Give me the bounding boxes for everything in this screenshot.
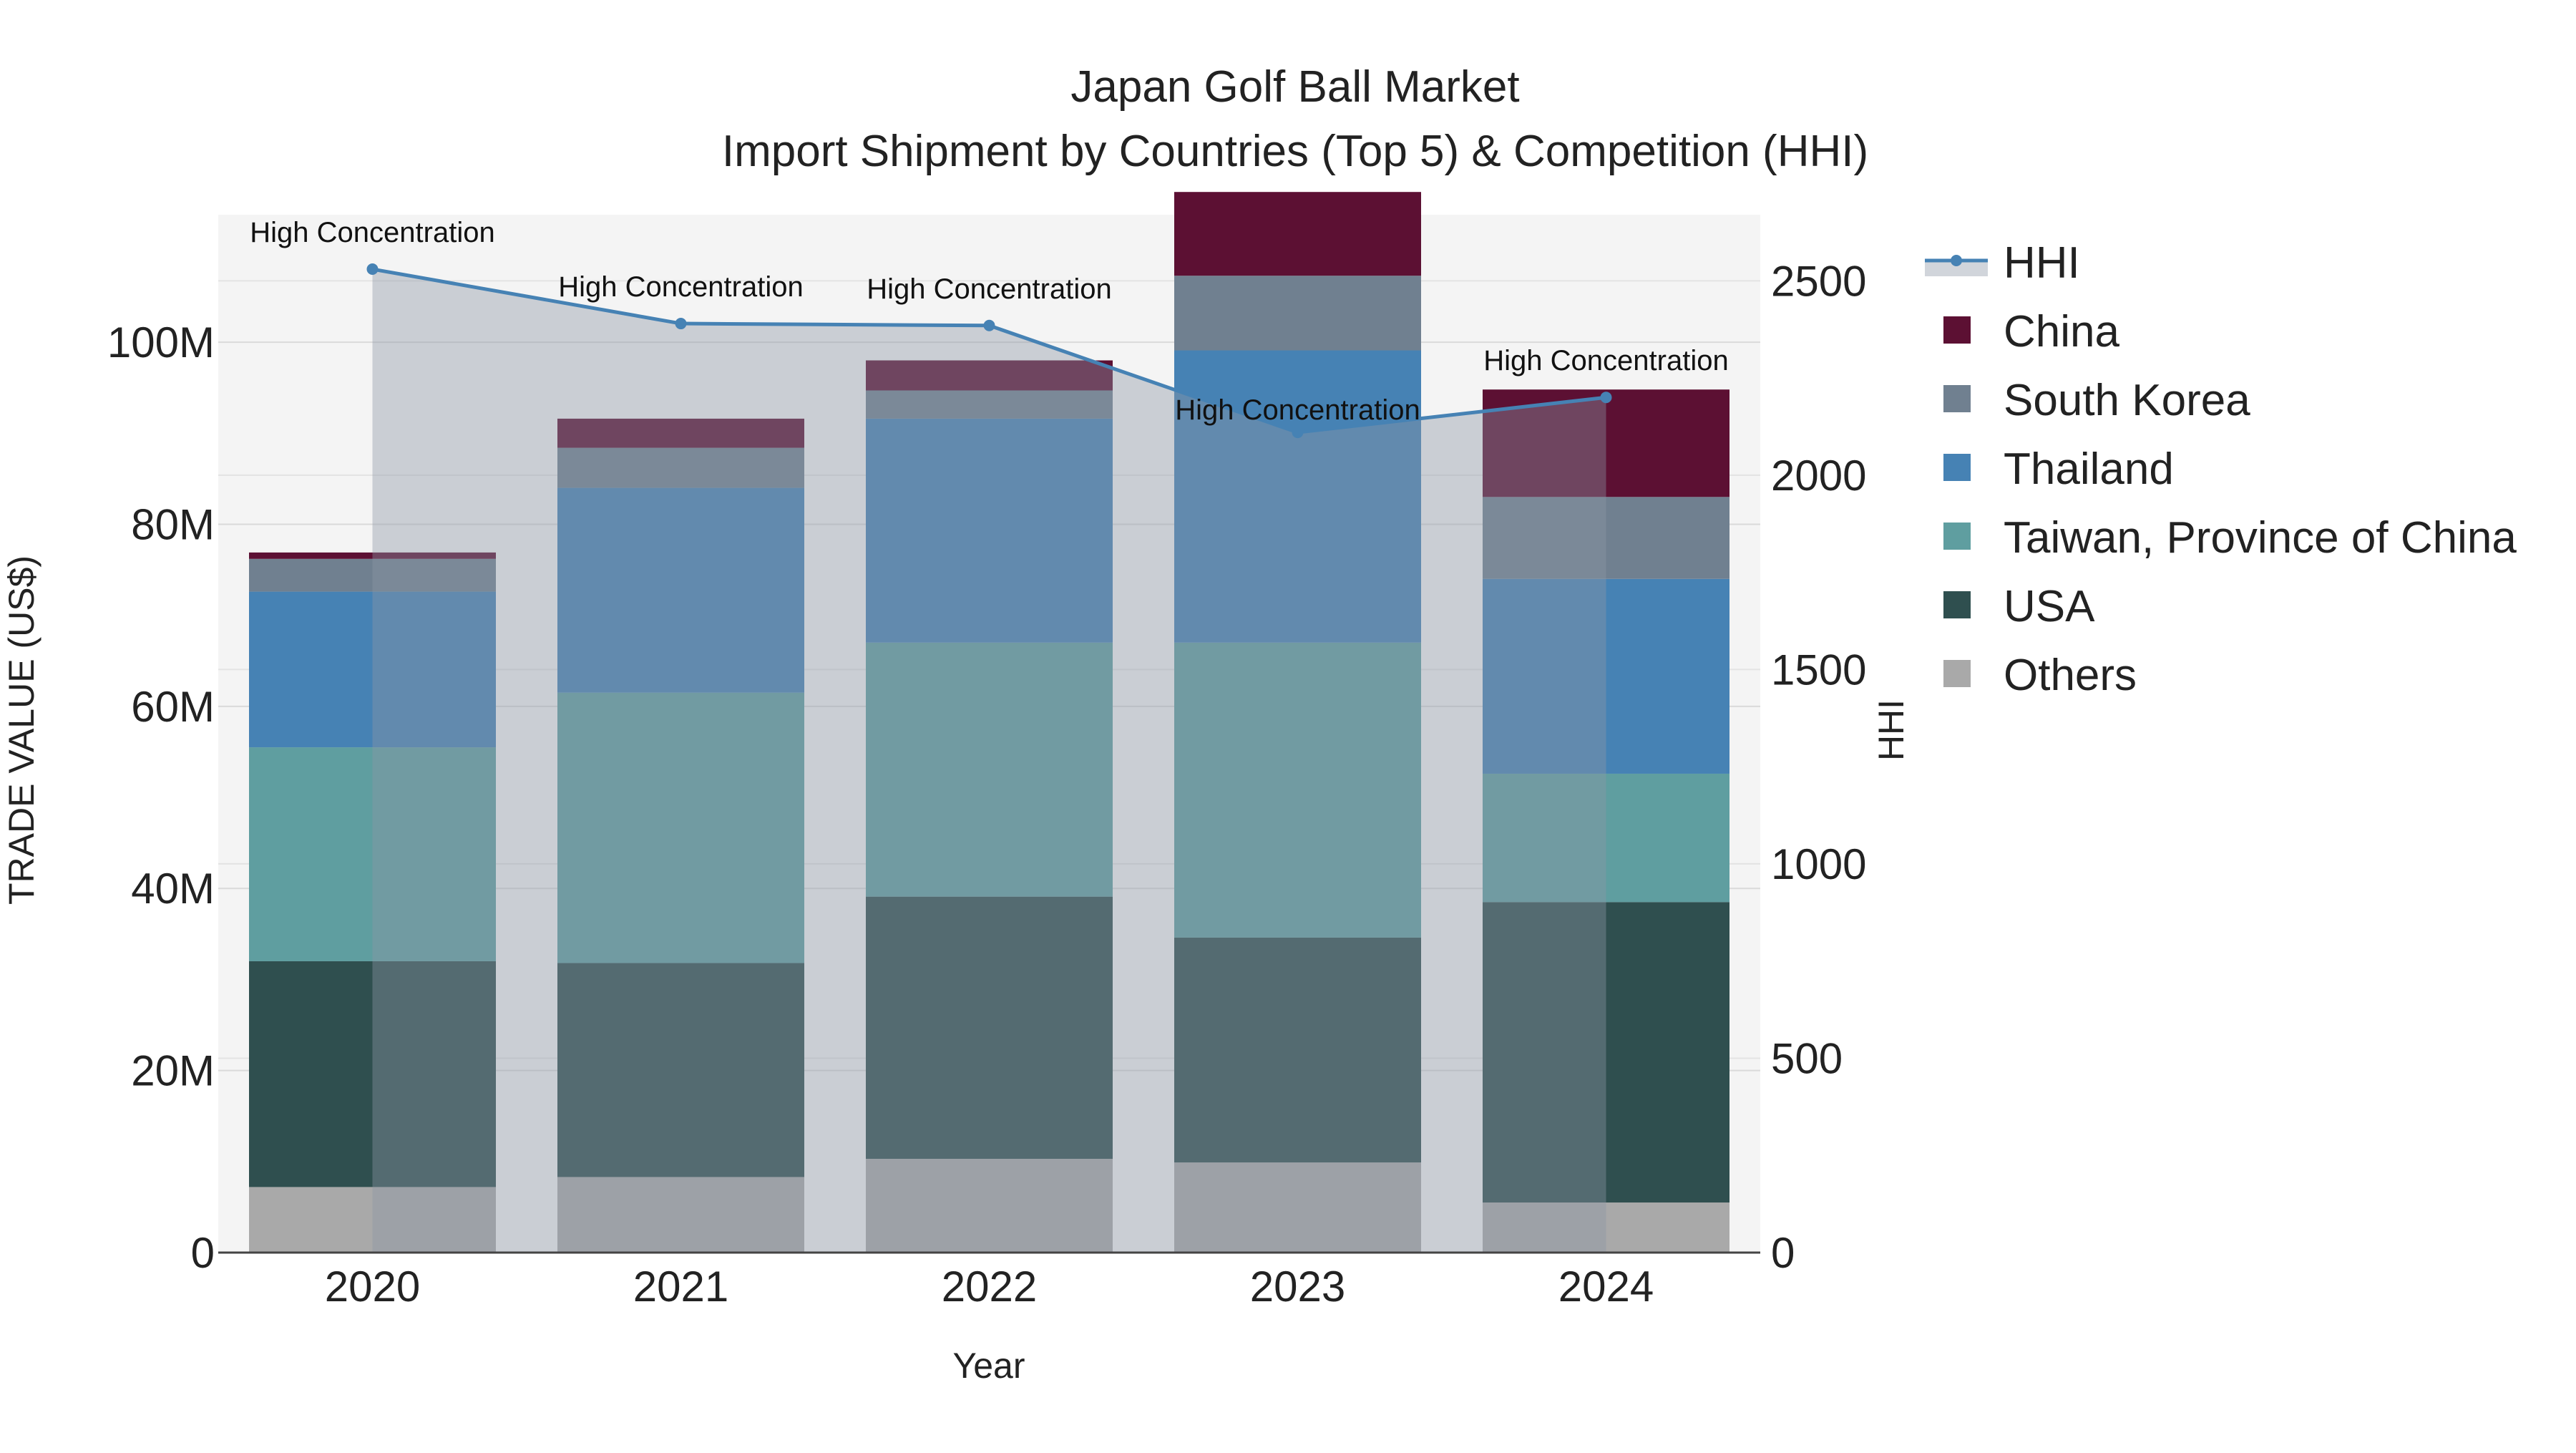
legend-label: Thailand (2004, 444, 2174, 494)
bar-segment (866, 1158, 1113, 1253)
y-tick-label: 0 (191, 1229, 215, 1277)
x-tick-label: 2022 (942, 1263, 1037, 1311)
y2-tick-label: 0 (1771, 1229, 1795, 1277)
y2-axis-label: HHI (1871, 699, 1911, 761)
x-tick-label: 2020 (325, 1263, 420, 1311)
bar-segment (1483, 902, 1729, 1203)
hhi-annotation: High Concentration (867, 273, 1111, 305)
y2-tick-label: 2500 (1771, 257, 1866, 305)
bar-segment (866, 642, 1113, 897)
hhi-annotation: High Concentration (1483, 345, 1728, 376)
bar-segment (557, 692, 804, 963)
legend-label: China (2004, 307, 2120, 356)
hhi-marker (1600, 392, 1612, 404)
x-tick-label: 2023 (1250, 1263, 1345, 1311)
y2-tick-labels: 0 500 1000 1500 2000 2500 (1771, 257, 1866, 1277)
bar-segment (1174, 276, 1421, 351)
legend-swatch-area (1925, 261, 1988, 276)
bar-segment (1174, 192, 1421, 276)
bar-segment (866, 896, 1113, 1159)
chart-title-line2: Import Shipment by Countries (Top 5) & C… (722, 127, 1868, 176)
bar-segment (249, 961, 496, 1187)
bar-segment (866, 390, 1113, 419)
legend-swatch-marker (1951, 255, 1962, 266)
legend-swatch (1943, 454, 1971, 481)
hhi-annotation: High Concentration (1175, 394, 1420, 426)
bar-segment (557, 418, 804, 448)
y-axis-label: TRADE VALUE (US$) (1, 555, 42, 905)
y-tick-label: 80M (131, 500, 215, 548)
bar-segment (557, 1177, 804, 1253)
bar-segment (249, 747, 496, 961)
legend-label: South Korea (2004, 376, 2250, 425)
y-tick-label: 40M (131, 865, 215, 913)
y-tick-label: 20M (131, 1047, 215, 1095)
bar-segment (866, 418, 1113, 643)
bar-segment (557, 447, 804, 488)
bar-segment (1483, 578, 1729, 774)
legend-label: HHI (2004, 238, 2080, 288)
bar-segment (249, 558, 496, 592)
bar-segment (249, 591, 496, 748)
bar-segment (1174, 350, 1421, 643)
legend-swatch (1943, 591, 1971, 618)
bar-segment (249, 552, 496, 559)
legend-label: USA (2004, 582, 2095, 631)
legend-swatch (1943, 660, 1971, 687)
bar-segment (1174, 642, 1421, 938)
bar-segment (557, 963, 804, 1177)
bars-layer (249, 192, 1729, 1253)
bar-segment (557, 487, 804, 693)
y2-tick-label: 1000 (1771, 840, 1866, 888)
legend-label: Taiwan, Province of China (2004, 513, 2517, 563)
hhi-annotation: High Concentration (558, 271, 803, 303)
hhi-area-layer (372, 269, 1606, 1253)
bar-segment (1174, 937, 1421, 1163)
legend: HHI China South Korea Thailand Taiwan, Provi… (1925, 238, 2517, 700)
y-tick-label: 100M (107, 319, 215, 366)
y2-tick-label: 500 (1771, 1034, 1843, 1082)
hhi-annotation: High Concentration (250, 217, 494, 248)
hhi-marker (366, 263, 379, 276)
legend-swatch (1943, 316, 1971, 344)
bar-segment (866, 360, 1113, 391)
x-tick-label: 2024 (1558, 1263, 1654, 1311)
bar-segment (1483, 773, 1729, 903)
legend-swatch (1943, 385, 1971, 412)
y-tick-label: 60M (131, 683, 215, 731)
legend-swatch (1943, 523, 1971, 550)
x-tick-label: 2021 (633, 1263, 728, 1311)
hhi-line-layer: High Concentration High Concentration High… (250, 217, 1729, 439)
legend-label: Others (2004, 651, 2137, 700)
hhi-marker (1292, 427, 1304, 439)
x-axis-label: Year (952, 1346, 1025, 1386)
bar-segment (1174, 1162, 1421, 1253)
hhi-area (372, 269, 1606, 1253)
y-tick-labels: 0 20M 40M 60M 80M 100M (107, 319, 215, 1277)
bar-segment (249, 1187, 496, 1253)
y2-tick-label: 1500 (1771, 646, 1866, 694)
bar-segment (1483, 1202, 1729, 1253)
hhi-marker (675, 318, 687, 330)
chart-title-line1: Japan Golf Ball Market (1070, 62, 1519, 112)
hhi-marker (983, 319, 995, 331)
bar-segment (1483, 497, 1729, 579)
y2-tick-label: 2000 (1771, 452, 1866, 500)
x-tick-labels: 2020 2021 2022 2023 2024 (325, 1263, 1654, 1311)
